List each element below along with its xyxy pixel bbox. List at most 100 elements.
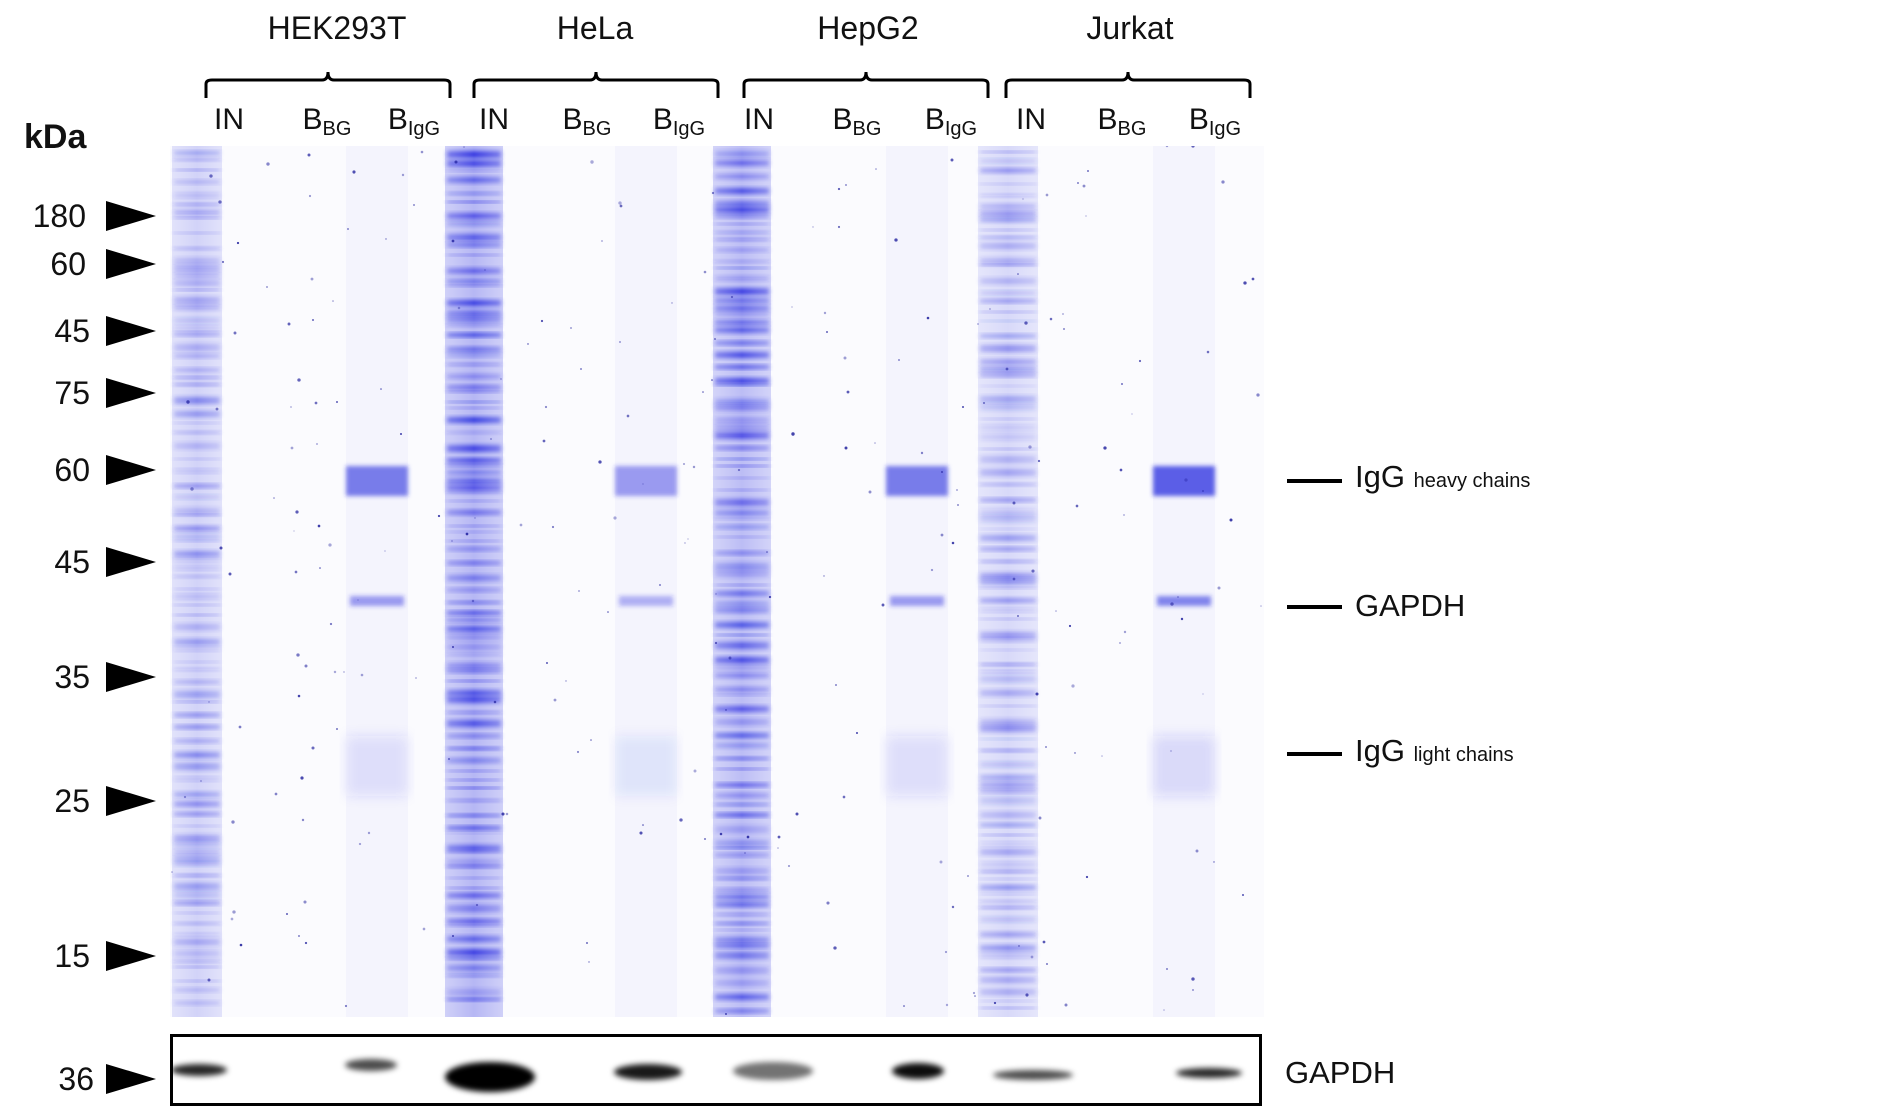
blot-band (892, 1063, 944, 1079)
gel-speckle (333, 670, 337, 674)
gel-speckle (930, 568, 934, 572)
gel-speckle (296, 653, 300, 657)
gel-speckle (846, 390, 850, 394)
gel-speckle (1046, 963, 1048, 965)
gel-speckle (493, 700, 497, 704)
gel-speckle (218, 200, 222, 204)
gel-speckle (598, 460, 602, 464)
lane-label-jurkat-bbg: BBG (1097, 103, 1147, 140)
gel-speckle (474, 517, 476, 519)
gel-igg-lane-haze (346, 146, 408, 1017)
gel-speckle (1018, 945, 1020, 947)
gel-speckle (186, 400, 190, 404)
gel-speckle (590, 739, 592, 741)
gel-igg-heavy-band (346, 466, 408, 496)
gel-speckle (1123, 630, 1127, 634)
gel-speckle (500, 378, 502, 380)
marker-arrow-icon (106, 316, 156, 346)
gel-speckle (715, 593, 717, 595)
lane-label-hela-bigg: BIgG (652, 103, 706, 140)
gel-speckle (1071, 684, 1075, 688)
gel-lane-edge (713, 146, 771, 1017)
gel-lane-edge (172, 146, 222, 1017)
gel-speckle (619, 341, 621, 343)
gel-speckle (1243, 281, 1247, 285)
gel-speckle (1170, 602, 1174, 606)
gel-speckle (171, 871, 173, 873)
gel-speckle (1031, 569, 1035, 573)
gel-speckle (687, 538, 689, 540)
gel-speckle (451, 934, 455, 938)
gel-igg-lane-haze (886, 146, 948, 1017)
gel-speckle (1213, 861, 1215, 863)
gel-speckle (1119, 468, 1123, 472)
gel-image (170, 146, 1264, 1017)
gel-speckle (384, 550, 386, 552)
lane-label-jurkat-bigg: BIgG (1188, 103, 1242, 140)
gel-speckle (941, 471, 943, 473)
gel-speckle (285, 912, 289, 916)
gel-speckle (465, 532, 469, 536)
gel-speckle (1221, 180, 1225, 184)
gel-speckle (1028, 445, 1032, 449)
gel-speckle (1103, 446, 1107, 450)
gel-igg-heavy-band (1153, 466, 1215, 496)
gel-speckle (639, 831, 643, 835)
gel-speckle (856, 732, 858, 734)
blot-marker-label: 36 (58, 1061, 94, 1097)
gel-speckle (868, 490, 872, 494)
gel-speckle (844, 446, 848, 450)
marker-arrow-icon (106, 201, 156, 231)
gel-speckle (837, 225, 841, 229)
bracket-jurkat (1004, 71, 1252, 98)
gel-speckle (926, 316, 930, 320)
blot-band (445, 1062, 535, 1092)
gel-speckle (295, 510, 299, 514)
gel-speckle (358, 842, 362, 846)
blot-band (173, 1064, 227, 1076)
gel-speckle (1017, 615, 1019, 617)
gel-speckle (671, 302, 673, 304)
gel-speckle (956, 503, 960, 507)
gel-speckle (613, 516, 617, 520)
marker-label: 45 (54, 313, 90, 349)
gel-speckle (437, 514, 441, 518)
gel-speckle (1101, 755, 1103, 757)
gel-speckle (344, 1004, 348, 1008)
gel-lane-edge (978, 146, 1038, 1017)
gel-speckle (795, 812, 799, 816)
gel-speckle (1131, 413, 1133, 415)
gel-speckle (452, 646, 454, 648)
gel-speckle (1077, 182, 1079, 184)
gel-speckle (311, 318, 315, 322)
gel-speckle (1024, 321, 1028, 325)
gel-speckle (343, 671, 345, 673)
gel-speckle (956, 489, 958, 491)
gel-speckle (401, 173, 405, 177)
gel-speckle (875, 168, 877, 170)
gel-speckle (190, 487, 194, 491)
lane-label-hepg2-in: IN (744, 103, 774, 136)
gel-speckle (200, 780, 202, 782)
gel-speckle (501, 812, 505, 816)
gel-speckle (454, 160, 458, 164)
gel-speckle (1035, 692, 1039, 696)
gel-speckle (768, 595, 772, 599)
gel-speckle (287, 322, 291, 326)
gel-speckle (626, 414, 630, 418)
gel-speckle (1042, 940, 1046, 944)
gel-speckle (590, 160, 594, 164)
gel-speckle (422, 927, 426, 931)
gel-speckle (714, 641, 718, 645)
gel-speckle (679, 818, 683, 822)
gel-speckle (329, 622, 333, 626)
gel-speckle (1170, 750, 1172, 752)
band-marker-line-light (1287, 752, 1342, 756)
gel-speckle (451, 540, 453, 542)
gel-speckle (823, 311, 827, 315)
gel-speckle (977, 323, 979, 325)
blot-bands-picture (173, 1059, 1242, 1092)
gel-speckle (273, 497, 275, 499)
gel-speckle (232, 910, 236, 914)
gel-speckle (578, 590, 580, 592)
